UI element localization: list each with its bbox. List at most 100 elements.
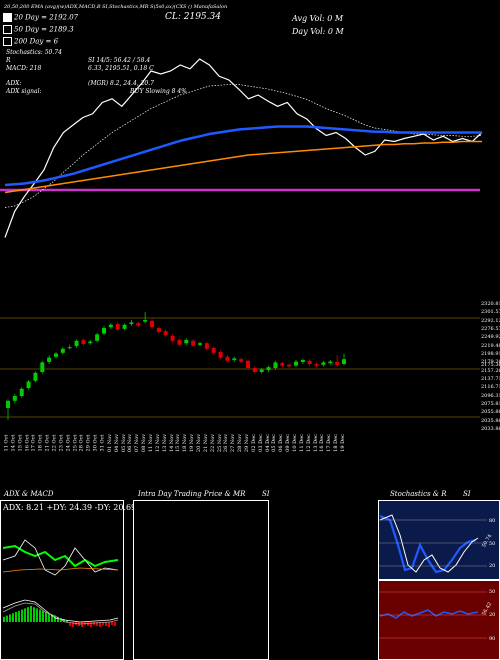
ema20-swatch <box>3 13 12 22</box>
price-tick-label: 2055.86 <box>481 409 500 416</box>
candle-body <box>218 352 223 358</box>
candle-body <box>321 362 326 365</box>
macd-bar <box>27 607 29 622</box>
macd-bar <box>90 622 92 627</box>
si-axis-20: 20 <box>489 612 496 618</box>
adx-panel <box>0 500 124 660</box>
macd-bar <box>93 622 95 625</box>
ema200-legend: 200 Day = 6 <box>3 37 58 46</box>
candle-body <box>81 340 86 344</box>
adx-panel-values: ADX: 8.21 +DY: 24.39 -DY: 20.69 <box>3 503 137 512</box>
macd-bar <box>105 622 107 626</box>
macd-bar <box>57 616 59 622</box>
stoch-si-label: SI <box>463 490 471 498</box>
candle-body <box>232 358 237 360</box>
candle-body <box>273 362 278 368</box>
candle-body <box>204 343 209 349</box>
intraday-panel-title: Intra Day Trading Price & MR <box>138 490 246 498</box>
macd-bar <box>72 622 74 627</box>
candle-body <box>170 336 175 341</box>
adx-signal-label: ADX signal: <box>6 88 42 95</box>
price-tick-label: 2033.86 <box>481 426 500 432</box>
macd-bar <box>6 615 8 622</box>
candle-body <box>67 347 72 349</box>
current-price-label: 2175.36 <box>481 362 500 368</box>
macd-label: MACD: 218 <box>6 65 42 72</box>
candle-body <box>300 360 305 362</box>
price-tick-label: 2157.26 <box>481 367 500 374</box>
ema50-label: 50 Day = 2189.3 <box>14 25 74 34</box>
stoch-axis-50: 50 <box>489 541 496 547</box>
candle-body <box>156 328 161 332</box>
candle-body <box>280 363 285 366</box>
candle-body <box>26 381 31 388</box>
ema200-swatch <box>3 37 12 46</box>
candle-body <box>177 340 182 345</box>
adx-label: ADX: <box>6 80 22 87</box>
price-tick-label: 2198.91 <box>481 351 500 357</box>
macd-bar <box>81 622 83 627</box>
ema20-legend: 20 Day = 2192.07 <box>3 13 78 22</box>
si-axis-50: 50 <box>489 589 496 595</box>
macd-line <box>2 599 119 623</box>
price-tick-label: 2075.81 <box>481 401 500 407</box>
macd-bar <box>21 609 23 622</box>
candle-body <box>335 362 340 365</box>
candle-body <box>163 331 168 336</box>
candle-body <box>6 400 10 408</box>
macd-bar <box>114 622 116 626</box>
macd-bar <box>63 619 65 622</box>
close-price-label: CL: 2195.34 <box>165 12 221 22</box>
header-top-line: 20,50,200 EMA (avg)(w)ADX,MACD,B SI,Stoc… <box>4 4 228 10</box>
macd-bar <box>3 616 5 622</box>
macd-bar <box>51 614 53 622</box>
macd-bar <box>9 614 11 622</box>
macd-values: 6.33, 2195.51, 0.18 C <box>88 65 154 72</box>
candle-body <box>108 324 113 328</box>
day-volume: Day Vol: 0 M <box>292 27 344 36</box>
candle-body <box>129 322 134 324</box>
candle-body <box>198 343 202 345</box>
macd-bar <box>12 613 14 622</box>
macd-bar <box>102 622 104 625</box>
candle-body <box>47 357 52 362</box>
candle-body <box>74 340 79 346</box>
candle-body <box>150 320 154 328</box>
candle-body <box>122 324 127 329</box>
price-tick-label: 2137.71 <box>481 376 500 382</box>
candle-body <box>95 334 100 341</box>
intraday-si-label: SI <box>262 490 270 498</box>
macd-bar <box>99 622 101 627</box>
candle-body <box>60 348 65 353</box>
candle-body <box>184 340 189 344</box>
price-tick-label: 2292.12 <box>481 317 500 324</box>
candle-body <box>136 323 141 326</box>
candle-body <box>54 353 58 357</box>
price-tick-label: 2320.81 <box>481 301 500 307</box>
price-tick-label: 2301.57 <box>481 309 500 316</box>
ema200-label: 200 Day = 6 <box>14 37 59 46</box>
avg-volume: Avg Vol: 0 M <box>292 14 344 23</box>
price-tick-label: 2249.92 <box>481 334 500 341</box>
macd-bar <box>69 622 71 626</box>
candle-body <box>225 356 230 361</box>
macd-bar <box>45 612 47 622</box>
stochastics-value: Stochastics: 50.74 <box>6 49 62 56</box>
candle-body <box>102 328 106 334</box>
adx-plus-line <box>2 544 119 568</box>
ema20-label: 20 Day = 2192.07 <box>14 13 79 22</box>
macd-bar <box>24 608 26 622</box>
candle-body <box>12 396 17 401</box>
price-tick-label: 2276.57 <box>481 326 500 332</box>
macd-bar <box>15 612 17 622</box>
price-tick-label: 2116.71 <box>481 384 500 391</box>
candle-body <box>294 361 298 366</box>
price-tick-label: 2219.48 <box>481 342 500 349</box>
macd-bar <box>108 622 110 627</box>
candle-body <box>143 320 148 322</box>
candle-body <box>252 368 257 372</box>
adx-minus-line <box>2 539 119 576</box>
candle-body <box>211 348 216 353</box>
stoch-axis-80: 80 <box>489 518 496 524</box>
